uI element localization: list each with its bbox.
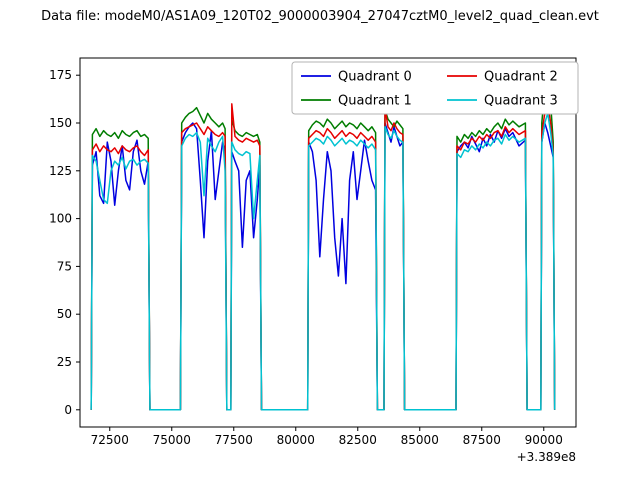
plot-content: 72500 75000 77500 80000 82500 85000 87500 90000… [49, 57, 579, 447]
y-tick-label: 0 [64, 403, 72, 417]
x-tick-label: 75000 [153, 433, 191, 447]
x-tick-label: 77500 [215, 433, 253, 447]
x-tick-label: 80000 [277, 433, 315, 447]
y-tick-label: 150 [49, 116, 72, 130]
y-tick-label: 25 [57, 355, 72, 369]
chart-title: Data file: modeM0/AS1A09_120T02_90000039… [41, 9, 599, 24]
legend-label: Quadrant 3 [484, 94, 558, 109]
y-tick-label: 75 [57, 259, 72, 273]
x-tick-label: 90000 [525, 433, 563, 447]
legend-box [291, 61, 579, 115]
x-offset-label: +3.389e8 [517, 450, 576, 464]
y-tick-label: 175 [49, 68, 72, 82]
series-quadrant-0 [90, 122, 556, 411]
legend-label: Quadrant 1 [338, 94, 412, 109]
series-quadrant-2 [90, 103, 556, 411]
x-tick-label: 85000 [401, 433, 439, 447]
x-tick-label: 87500 [463, 433, 501, 447]
x-tick-label: 72500 [91, 433, 129, 447]
legend-label: Quadrant 2 [484, 70, 558, 85]
x-tick-label: 82500 [339, 433, 377, 447]
y-tick-label: 50 [57, 307, 72, 321]
series-quadrant-3 [90, 112, 556, 411]
legend-label: Quadrant 0 [338, 70, 412, 85]
series-quadrant-1 [90, 74, 556, 411]
y-tick-label: 100 [49, 212, 72, 226]
legend: Quadrant 0 Quadrant 1 Quadrant 2 Quadrant 3 [291, 61, 579, 115]
axes-frame [79, 57, 577, 428]
y-tick-label: 125 [49, 164, 72, 178]
